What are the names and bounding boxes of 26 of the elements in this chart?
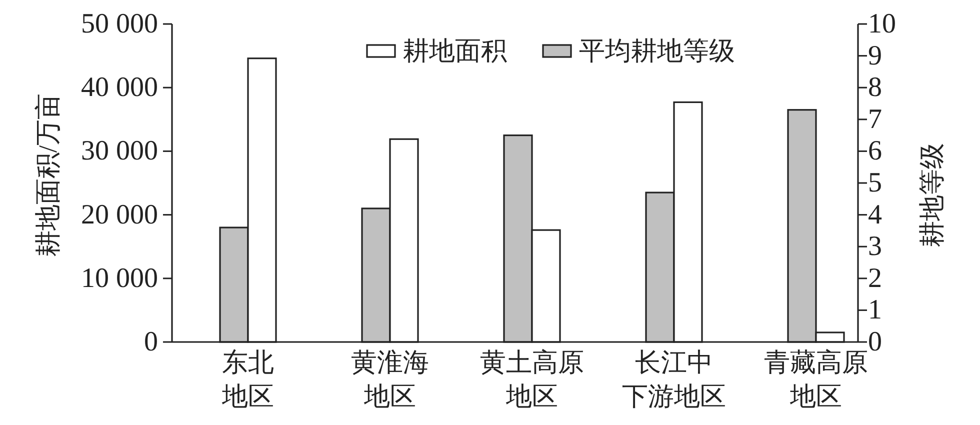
y-tick-label: 0 (144, 326, 158, 358)
y-tick-label: 40 000 (81, 72, 158, 104)
y2-tick-label: 4 (868, 199, 882, 230)
y2-tick-label: 8 (868, 72, 882, 104)
y2-tick-label: 6 (868, 136, 882, 167)
y2-tick-label: 7 (868, 104, 882, 135)
x-tick-label: 黄土高原地区 (480, 348, 584, 411)
legend-label: 耕地面积 (403, 36, 507, 66)
y-tick-label: 20 000 (81, 199, 158, 230)
y2-tick-label: 0 (868, 326, 882, 358)
y2-tick-label: 9 (868, 40, 882, 72)
x-tick-label: 东北地区 (221, 348, 274, 411)
y2-tick-label: 3 (868, 231, 882, 262)
y-tick-label: 10 000 (81, 262, 158, 294)
y2-tick-label: 1 (868, 294, 882, 326)
y2-tick-label: 2 (868, 262, 882, 294)
y-tick-label: 30 000 (81, 136, 158, 167)
y-tick-label: 50 000 (81, 8, 158, 40)
y2-tick-label: 5 (868, 168, 882, 198)
x-tick-label: 长江中下游地区 (622, 348, 726, 411)
x-tick-label: 黄淮海地区 (351, 348, 429, 411)
y2-tick-label: 10 (868, 8, 896, 40)
legend-label: 平均耕地等级 (579, 36, 735, 66)
x-tick-label: 青藏高原地区 (764, 348, 868, 411)
y-axis-title: 耕地面积/万亩 (34, 93, 62, 257)
y2-axis-title: 耕地等级 (918, 143, 946, 247)
